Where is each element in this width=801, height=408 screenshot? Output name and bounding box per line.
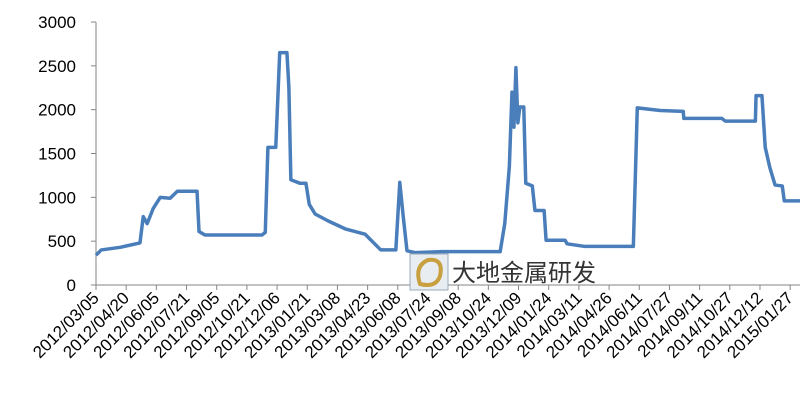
y-tick-label: 2000 xyxy=(38,101,76,120)
y-tick-label: 0 xyxy=(67,276,76,295)
y-tick-label: 1000 xyxy=(38,188,76,207)
logo-mark xyxy=(416,257,443,287)
y-tick-label: 500 xyxy=(48,232,76,251)
series-line xyxy=(94,50,800,257)
watermark: 大地金属研发 xyxy=(409,253,596,291)
y-tick-label: 2500 xyxy=(38,57,76,76)
axes: 0500100015002000250030002012/03/052012/0… xyxy=(29,13,800,362)
watermark-text: 大地金属研发 xyxy=(452,259,596,287)
y-tick-label: 1500 xyxy=(38,145,76,164)
y-tick-label: 3000 xyxy=(38,13,76,32)
